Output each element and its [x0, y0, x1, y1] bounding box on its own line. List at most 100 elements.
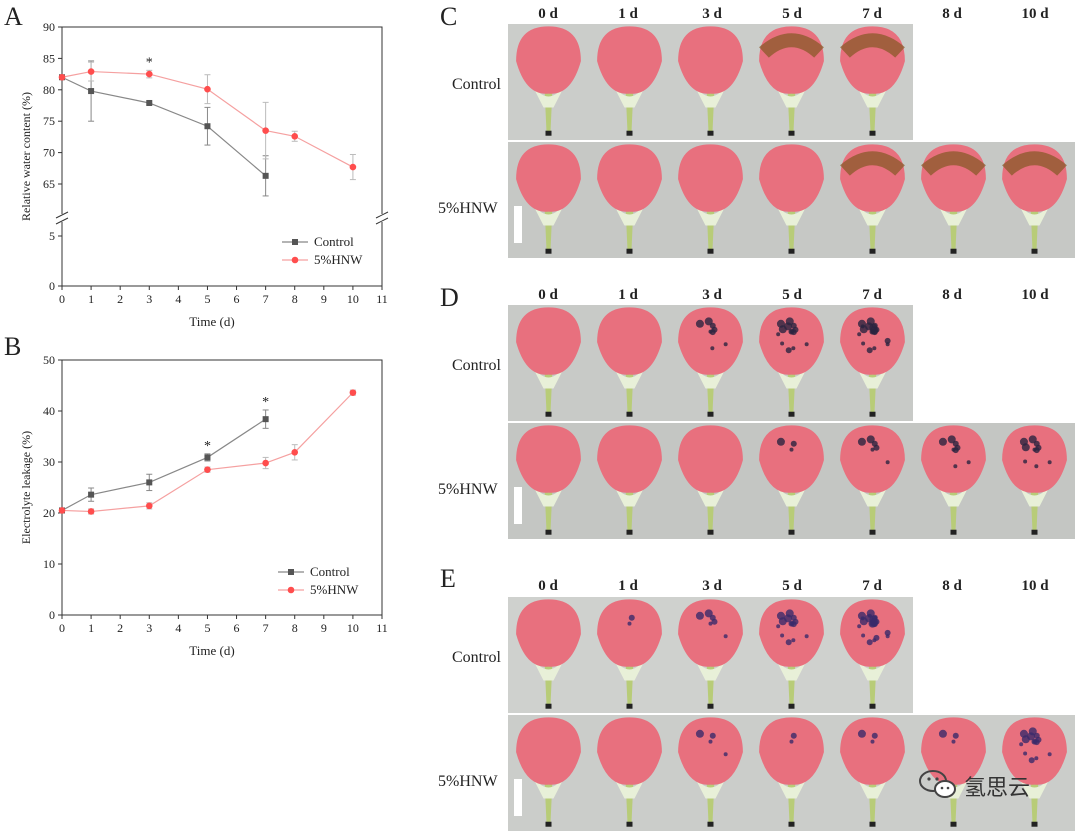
petal-photo-c-control-3: [751, 24, 832, 140]
petal-tip: [950, 248, 957, 254]
petal-base: [854, 481, 891, 507]
petal-spot: [1023, 751, 1028, 756]
petal-image: [759, 425, 824, 535]
petal-spot: [860, 324, 865, 329]
petal-tip: [626, 411, 633, 417]
y-axis-label: Electrolyte leakage (%): [19, 431, 33, 544]
data-point-hnw: [204, 466, 211, 473]
petal-spot: [776, 437, 785, 446]
petal-photo-d-hnw-1: [589, 423, 670, 539]
x-axis-label: Time (d): [189, 314, 234, 329]
y-tick-label: 40: [43, 404, 55, 418]
watermark-text: 氢思云: [964, 776, 1031, 801]
data-point-hnw: [291, 132, 299, 140]
x-tick-label: 2: [117, 621, 123, 635]
petal-spot: [870, 739, 875, 744]
petal-photo-e-control-2: [670, 597, 751, 713]
data-point-control: [204, 123, 211, 130]
petal-blade: [678, 307, 743, 375]
data-point-control: [262, 416, 269, 423]
legend-label: Control: [310, 564, 350, 579]
petal-stalk: [544, 205, 553, 250]
day-label-e-6: 10 d: [1021, 578, 1049, 594]
petal-spot: [789, 447, 794, 452]
petal-stalk: [544, 486, 553, 531]
petal-photo-d-hnw-6: [994, 423, 1075, 539]
petal-tip: [707, 821, 714, 827]
x-tick-label: 1: [88, 292, 94, 306]
petal-spot: [695, 319, 704, 328]
y-tick-label: 65: [43, 177, 55, 191]
petal-tip: [626, 703, 633, 709]
petal-base: [854, 773, 891, 799]
petal-photo-c-hnw-4: [832, 142, 913, 258]
y-tick-label: 70: [43, 146, 55, 160]
data-point-hnw: [145, 502, 153, 510]
x-tick-label: 10: [347, 621, 359, 635]
petal-stalk: [787, 660, 796, 705]
data-point-hnw: [349, 163, 357, 171]
petal-spot: [870, 326, 879, 335]
x-tick-label: 8: [292, 292, 298, 306]
day-label-e-1: 1 d: [618, 578, 638, 594]
petal-blade: [759, 425, 824, 493]
petal-image: [759, 717, 824, 827]
x-tick-label: 7: [263, 621, 269, 635]
petal-base: [611, 773, 648, 799]
petal-spot: [804, 634, 809, 639]
petal-base: [530, 200, 567, 226]
petal-spot: [790, 732, 797, 739]
petal-browning: [1002, 151, 1067, 176]
petal-blade: [678, 144, 743, 212]
row-label-hnw-c: 5%HNW: [438, 200, 498, 218]
petal-base: [611, 200, 648, 226]
day-label-d-6: 10 d: [1021, 287, 1049, 303]
day-label-e-3: 5 d: [782, 578, 802, 594]
petal-spot: [857, 332, 862, 337]
petal-blade: [840, 717, 905, 785]
petal-stalk: [868, 660, 877, 705]
panel-label-d: D: [440, 283, 459, 312]
petal-spot: [788, 328, 795, 335]
petal-tip: [545, 703, 552, 709]
petal-tip: [869, 130, 876, 136]
petal-spot: [789, 739, 794, 744]
petal-tip: [545, 248, 552, 254]
petal-stalk: [868, 486, 877, 531]
petal-blade: [516, 599, 581, 667]
data-point-hnw: [204, 85, 211, 93]
x-tick-label: 8: [292, 621, 298, 635]
petal-photo-d-control-2: [670, 305, 751, 421]
petal-tip: [545, 130, 552, 136]
petal-base: [773, 200, 810, 226]
petal-blade: [678, 425, 743, 493]
day-label-d-5: 8 d: [942, 287, 962, 303]
day-label-e-2: 3 d: [702, 578, 722, 594]
petal-spot: [951, 739, 956, 744]
row-label-control-e: Control: [452, 649, 501, 667]
petal-photo-c-hnw-2: [670, 142, 751, 258]
petal-blade: [759, 144, 824, 212]
day-label-c-4: 7 d: [862, 6, 882, 22]
day-label-c-0: 0 d: [538, 6, 558, 22]
petal-stalk: [1030, 486, 1039, 531]
petal-base: [773, 363, 810, 389]
petal-image: [678, 425, 743, 535]
data-point-control: [262, 172, 269, 179]
petal-photo-e-control-1: [589, 597, 670, 713]
petal-blade: [759, 307, 824, 375]
petal-base: [854, 363, 891, 389]
petal-image: [597, 425, 662, 535]
petal-photo-e-hnw-0: [508, 715, 589, 831]
petal-base: [530, 655, 567, 681]
petal-spot: [1028, 757, 1035, 764]
petal-base: [611, 481, 648, 507]
petal-tip: [1031, 821, 1038, 827]
axis-break-gap: [377, 214, 387, 222]
petal-base: [1016, 773, 1053, 799]
petal-spot: [861, 633, 866, 638]
petal-stalk: [787, 205, 796, 250]
petal-base: [611, 363, 648, 389]
petal-tip: [545, 411, 552, 417]
petal-photo-d-hnw-5: [913, 423, 994, 539]
